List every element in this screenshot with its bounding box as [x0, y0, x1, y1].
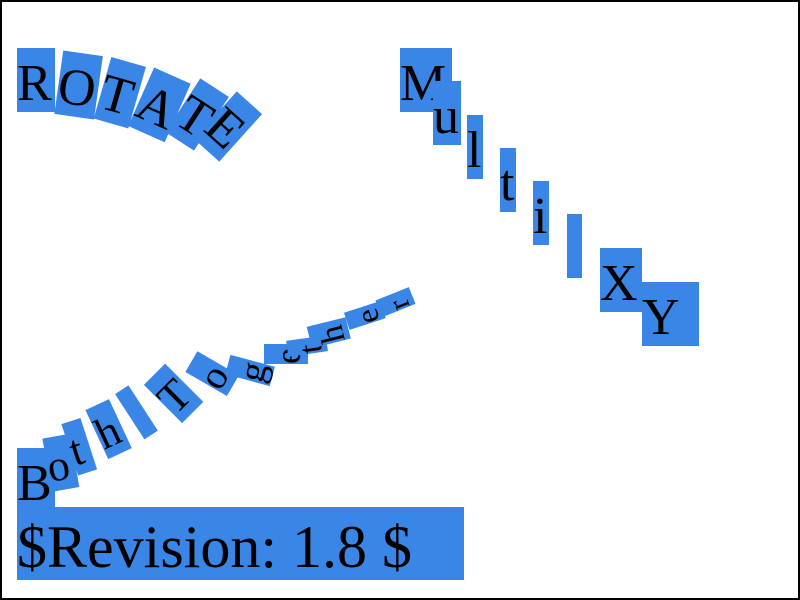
glyph-highlight — [600, 248, 642, 312]
glyph-space — [567, 214, 582, 278]
glyph-highlight — [115, 385, 158, 440]
glyph-char: R — [17, 55, 52, 112]
glyph-highlight — [17, 48, 55, 112]
glyph-highlight — [306, 317, 351, 349]
glyph-X: X — [600, 248, 642, 312]
glyph-highlight — [375, 287, 416, 318]
glyph-highlight — [185, 351, 239, 396]
glyph-O: O — [54, 50, 103, 120]
glyph-char: Y — [642, 289, 680, 346]
glyph-highlight — [344, 301, 386, 330]
glyph-char: i — [533, 188, 547, 245]
glyph-highlight — [500, 148, 516, 212]
glyph-Y: Y — [642, 282, 699, 346]
glyph-char: l — [467, 122, 481, 179]
glyph-highlight — [85, 399, 132, 460]
glyph-l: l — [467, 115, 483, 179]
glyph-highlight — [433, 81, 461, 145]
glyph-highlight — [642, 282, 699, 346]
glyph-char: X — [600, 255, 638, 312]
revision-highlight — [17, 507, 464, 580]
glyph-highlight — [54, 50, 103, 120]
glyph-char: u — [433, 88, 459, 145]
revision-label: $Revision: 1.8 $ — [17, 507, 464, 580]
glyph-R: R — [17, 48, 55, 112]
glyph-t: t — [500, 148, 516, 212]
glyph-highlight — [128, 67, 191, 143]
glyph-h: h — [306, 317, 353, 349]
glyph-highlight — [467, 115, 483, 179]
glyph-highlight — [61, 417, 98, 476]
glyph-highlight — [533, 181, 549, 245]
glyph-highlight — [143, 363, 204, 424]
glyph-u: u — [433, 81, 461, 145]
glyph-highlight — [193, 91, 263, 162]
glyph-char: t — [500, 155, 515, 212]
glyph-i: i — [533, 181, 549, 245]
glyph-char: O — [54, 57, 99, 119]
revision-text: $Revision: 1.8 $ — [17, 514, 412, 580]
glyph-highlight — [225, 354, 275, 387]
glyph-highlight — [165, 78, 229, 151]
glyph-char: B — [17, 455, 52, 512]
glyph-highlight — [567, 214, 582, 278]
glyph-highlight — [93, 57, 146, 129]
glyph-B: B — [17, 448, 55, 512]
glyph-space — [115, 385, 158, 440]
